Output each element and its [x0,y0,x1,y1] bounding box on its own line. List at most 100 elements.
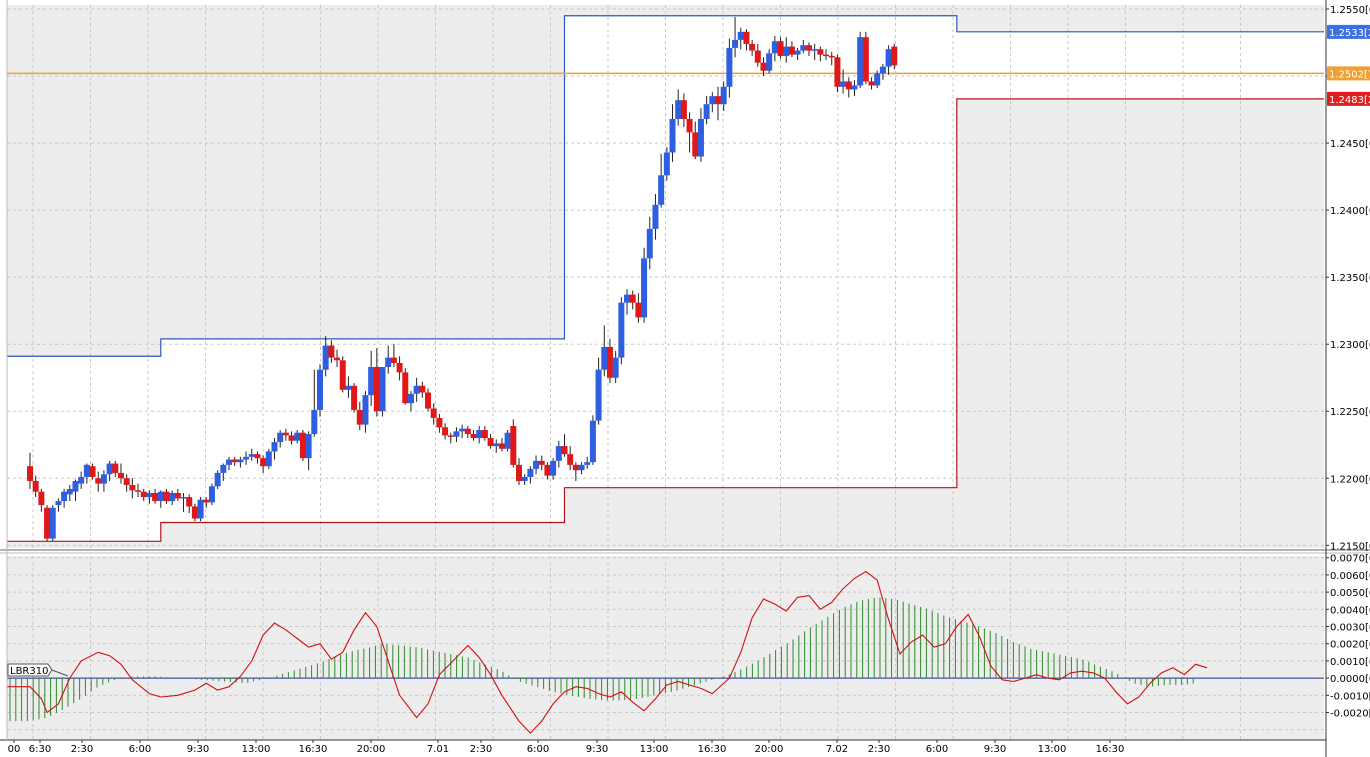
candle-body[interactable] [191,506,198,519]
candle-body[interactable] [646,228,653,259]
candle-body[interactable] [589,420,596,463]
candle-body[interactable] [703,104,710,119]
candle-body[interactable] [248,454,255,457]
candle-body[interactable] [732,39,739,48]
candle-body[interactable] [515,464,522,481]
candle-body[interactable] [231,459,238,463]
candle-body[interactable] [112,463,119,473]
candle-body[interactable] [106,463,113,475]
candle-body[interactable] [851,85,858,90]
candle-body[interactable] [356,409,363,425]
candle-body[interactable] [351,385,358,410]
candle-body[interactable] [254,454,261,459]
candle-body[interactable] [538,460,545,465]
candle-body[interactable] [544,464,551,476]
candle-body[interactable] [777,41,784,56]
candle-body[interactable] [89,466,96,477]
candle-body[interactable] [260,458,267,467]
candle-body[interactable] [459,428,466,432]
candle-body[interactable] [129,484,136,491]
candle-body[interactable] [214,472,221,487]
candle-body[interactable] [140,491,147,498]
candle-body[interactable] [38,491,45,506]
candle-body[interactable] [362,395,369,425]
candle-body[interactable] [83,464,90,477]
candle-body[interactable] [328,345,335,358]
candle-body[interactable] [220,464,227,473]
candle-body[interactable] [413,385,420,394]
candle-body[interactable] [561,446,568,455]
candle-body[interactable] [197,499,204,519]
candle-body[interactable] [49,507,56,539]
candle-body[interactable] [578,464,585,471]
candle-body[interactable] [203,499,210,503]
candle-body[interactable] [783,46,790,56]
candle-body[interactable] [208,486,215,503]
candle-body[interactable] [823,54,830,57]
candle-body[interactable] [862,37,869,82]
candle-body[interactable] [288,435,295,441]
candle-body[interactable] [425,392,432,409]
candle-body[interactable] [766,53,773,71]
candle-body[interactable] [652,204,659,229]
candle-body[interactable] [749,43,756,51]
candle-body[interactable] [635,302,642,318]
candle-body[interactable] [533,460,540,469]
candle-body[interactable] [157,491,164,502]
candle-body[interactable] [186,497,193,507]
candle-body[interactable] [72,480,79,492]
candle-body[interactable] [180,497,187,499]
candle-body[interactable] [481,430,488,439]
candle-body[interactable] [243,456,250,460]
candle-body[interactable] [584,462,591,465]
candle-body[interactable] [868,81,875,86]
candle-body[interactable] [339,360,346,390]
candle-body[interactable] [720,86,727,105]
candle-body[interactable] [146,493,153,498]
candle-body[interactable] [834,57,841,87]
candle-body[interactable] [78,476,85,484]
candle-body[interactable] [442,427,449,436]
candle-body[interactable] [271,442,278,452]
candle-body[interactable] [595,369,602,421]
candle-body[interactable] [493,443,500,447]
candle-body[interactable] [402,372,409,404]
candle-body[interactable] [464,428,471,435]
candle-body[interactable] [487,438,494,447]
candle-body[interactable] [692,132,699,157]
candle-body[interactable] [277,432,284,443]
candle-body[interactable] [754,50,761,63]
candle-body[interactable] [828,55,835,58]
candle-body[interactable] [771,41,778,54]
candle-body[interactable] [879,66,886,74]
candle-body[interactable] [169,493,176,502]
candle-body[interactable] [800,45,807,51]
candle-body[interactable] [527,468,534,477]
candle-body[interactable] [891,46,898,66]
candle-body[interactable] [521,476,528,481]
candle-body[interactable] [669,118,676,153]
candle-body[interactable] [135,490,142,492]
candle-body[interactable] [282,432,289,436]
candle-body[interactable] [737,31,744,40]
candle-body[interactable] [311,409,318,435]
candle-body[interactable] [27,466,33,481]
candle-body[interactable] [874,73,881,86]
candle-body[interactable] [845,81,852,90]
candle-body[interactable] [174,493,181,499]
candle-body[interactable] [606,346,613,378]
candle-body[interactable] [709,96,716,105]
candle-body[interactable] [294,432,301,441]
candle-body[interactable] [123,478,130,485]
candle-body[interactable] [857,37,864,86]
candle-body[interactable] [572,464,579,471]
candle-body[interactable] [316,369,323,410]
candle-body[interactable] [658,175,665,205]
candle-body[interactable] [117,472,124,479]
candle-body[interactable] [550,460,557,476]
candle-body[interactable] [612,357,619,378]
candle-body[interactable] [498,443,505,449]
candle-body[interactable] [368,367,375,396]
candle-body[interactable] [322,345,329,370]
